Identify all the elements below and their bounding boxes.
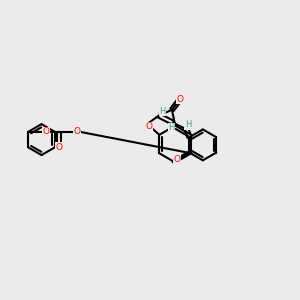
Text: O: O bbox=[176, 94, 183, 103]
Text: O: O bbox=[43, 128, 50, 136]
Text: O: O bbox=[74, 128, 81, 136]
Text: O: O bbox=[173, 155, 180, 164]
Text: H: H bbox=[169, 123, 175, 132]
Text: H: H bbox=[185, 121, 191, 130]
Text: O: O bbox=[56, 143, 63, 152]
Text: O: O bbox=[146, 122, 152, 131]
Text: H: H bbox=[160, 106, 166, 116]
